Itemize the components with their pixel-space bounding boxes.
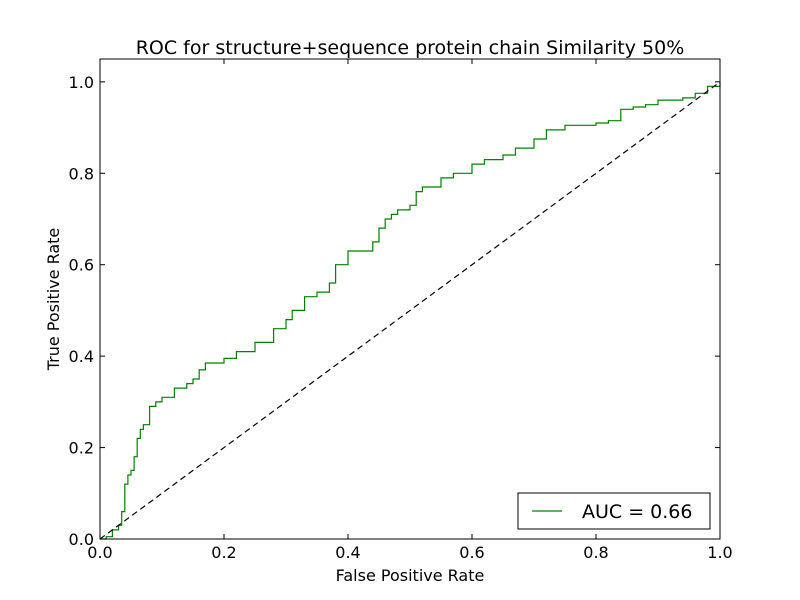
- legend-label: AUC = 0.66: [582, 501, 692, 523]
- y-tick-label: 0.2: [69, 439, 94, 458]
- x-tick-label: 0.6: [459, 543, 484, 562]
- plot-area: [100, 59, 720, 539]
- x-tick-label: 0.2: [211, 543, 236, 562]
- chart-title: ROC for structure+sequence protein chain…: [136, 37, 685, 59]
- y-axis-label: True Positive Rate: [44, 228, 63, 372]
- x-tick-label: 1.0: [707, 543, 732, 562]
- ticks-layer: 0.0 0.2 0.4 0.6 0.8 1.0 0.0 0.2 0.4 0.6 0.8 1.0: [69, 59, 733, 562]
- x-tick-label: 0.4: [335, 543, 360, 562]
- plot-frame: [99, 58, 721, 540]
- y-tick-label: 1.0: [69, 73, 94, 92]
- roc-curve-line: [100, 81, 721, 540]
- series-layer: [99, 81, 721, 540]
- legend: AUC = 0.66: [517, 492, 711, 530]
- x-tick-label: 0.8: [583, 543, 608, 562]
- x-tick-label: 0.0: [87, 543, 112, 562]
- x-axis-label: False Positive Rate: [336, 566, 485, 585]
- y-tick-label: 0.8: [69, 164, 94, 183]
- y-tick-label: 0.0: [69, 530, 94, 549]
- y-tick-label: 0.4: [69, 347, 94, 366]
- y-tick-label: 0.6: [69, 256, 94, 275]
- chance-diagonal-line: [99, 81, 721, 540]
